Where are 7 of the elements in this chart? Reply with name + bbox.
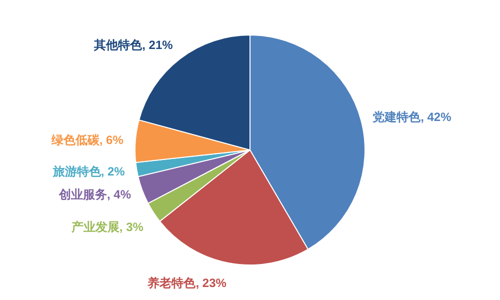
slice-label: 产业发展, 3% [70, 220, 144, 234]
slice-label: 党建特色, 42% [372, 110, 452, 124]
slice-label: 绿色低碳, 6% [50, 133, 124, 148]
slice-label: 养老特色, 23% [146, 276, 227, 290]
slice-label: 创业服务, 4% [58, 187, 132, 202]
slice-label: 其他特色, 21% [93, 38, 174, 52]
slice-label: 旅游特色, 2% [52, 164, 126, 179]
